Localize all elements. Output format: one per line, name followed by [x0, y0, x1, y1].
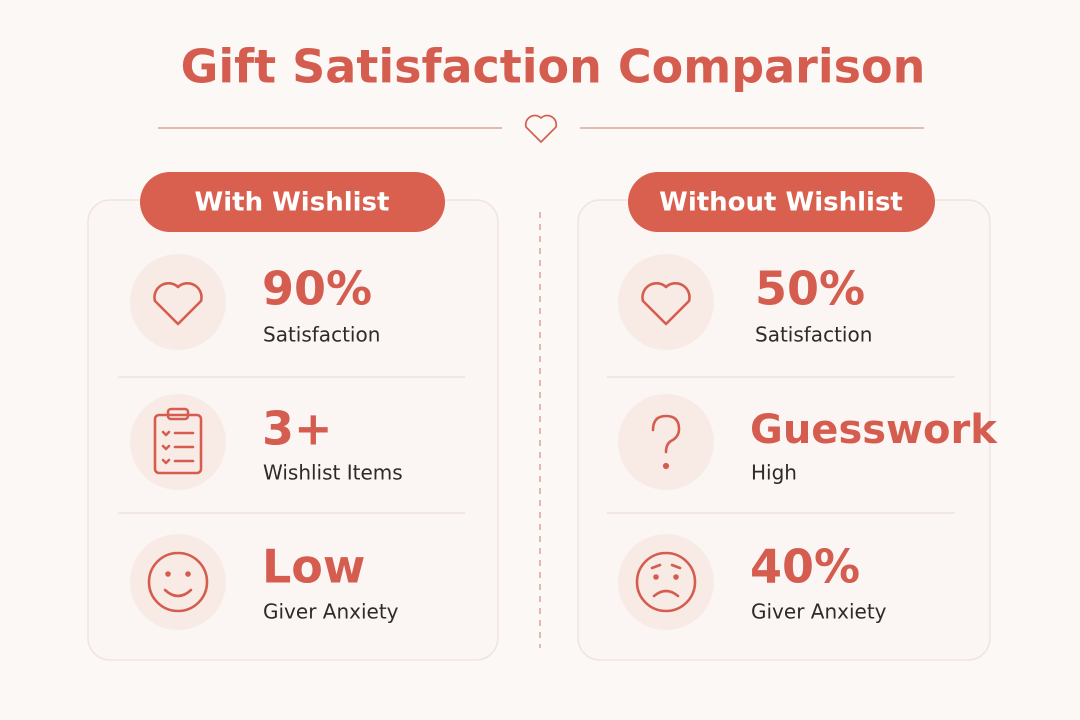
sad-icon [635, 551, 697, 613]
stat-label: Satisfaction [755, 323, 872, 347]
pill [628, 172, 935, 232]
stat-label: Giver Anxiety [263, 600, 399, 624]
icon-circle [618, 254, 714, 350]
heart-icon [524, 114, 558, 143]
icon-circle [618, 394, 714, 490]
pill [140, 172, 445, 232]
stat-value: 3+ [262, 402, 333, 456]
panel-title: With Wishlist [195, 188, 390, 218]
stat-label: Giver Anxiety [751, 600, 887, 624]
icon-circle [130, 254, 226, 350]
icon-circle [130, 534, 226, 630]
stat-label: Wishlist Items [263, 461, 403, 485]
clipboard-icon [153, 407, 203, 475]
icon-circle [618, 534, 714, 630]
stat-value: 90% [262, 262, 372, 316]
stat-value: Low [262, 540, 365, 594]
stat-label: High [751, 461, 797, 485]
stat-value: 50% [755, 262, 865, 316]
title: Gift Satisfaction Comparison [181, 40, 926, 94]
stat-value: 40% [750, 540, 860, 594]
stat-label: Satisfaction [263, 323, 380, 347]
stat-value: Guesswork [750, 407, 998, 453]
panel-title: Without Wishlist [659, 188, 903, 218]
question-icon [651, 414, 681, 470]
smile-icon [147, 551, 209, 613]
